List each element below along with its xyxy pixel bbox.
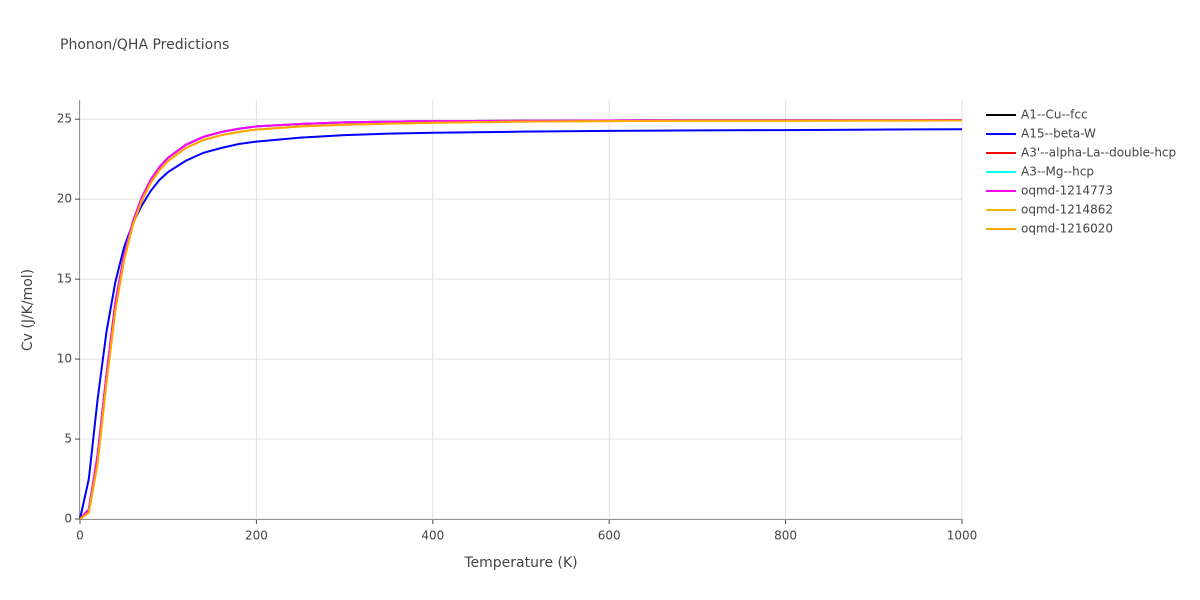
y-tick-label: 10 [57, 352, 72, 366]
y-axis-label: Cv (J/K/mol) [20, 269, 36, 351]
series-line [79, 128, 963, 520]
series-line [79, 119, 963, 520]
series-line [79, 118, 963, 520]
y-tick-label: 20 [57, 192, 72, 206]
x-axis-label: Temperature (K) [463, 555, 577, 571]
series-line [79, 118, 963, 520]
x-tick-label: 400 [421, 529, 444, 543]
legend-label: oqmd-1214773 [1021, 184, 1113, 198]
series-line [79, 118, 963, 520]
legend-label: A1--Cu--fcc [1021, 108, 1088, 122]
legend-label: A3--Mg--hcp [1021, 165, 1094, 179]
x-tick-label: 600 [598, 529, 621, 543]
legend-label: oqmd-1216020 [1021, 222, 1113, 236]
x-tick-label: 0 [76, 529, 84, 543]
y-tick-label: 0 [64, 512, 72, 526]
legend-label: A15--beta-W [1021, 127, 1096, 141]
series-line [79, 119, 963, 520]
legend-label: oqmd-1214862 [1021, 203, 1113, 217]
chart-title: Phonon/QHA Predictions [60, 37, 229, 53]
y-tick-label: 25 [57, 112, 72, 126]
x-tick-label: 1000 [947, 529, 978, 543]
x-tick-label: 800 [774, 529, 797, 543]
series-line [79, 118, 963, 520]
y-tick-label: 5 [64, 432, 72, 446]
x-tick-label: 200 [245, 529, 268, 543]
y-tick-label: 15 [57, 272, 72, 286]
legend-label: A3'--alpha-La--double-hcp [1021, 146, 1176, 160]
